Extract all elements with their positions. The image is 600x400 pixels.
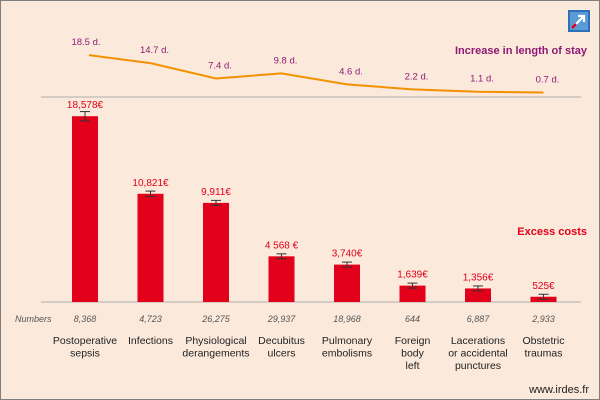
cost-bar[interactable] bbox=[203, 202, 229, 302]
category-label: Infections bbox=[128, 335, 173, 347]
cost-value-label: 4 568 € bbox=[265, 240, 299, 251]
numbers-value: 26,275 bbox=[201, 314, 231, 324]
category-label: derangements bbox=[182, 348, 249, 360]
numbers-value: 29,937 bbox=[267, 314, 297, 324]
cost-value-label: 3,740€ bbox=[332, 249, 363, 260]
category-label: body bbox=[401, 348, 425, 360]
cost-bar[interactable] bbox=[268, 256, 295, 302]
category-label: Foreign bbox=[395, 335, 431, 347]
numbers-value: 18,968 bbox=[333, 314, 361, 324]
cost-bar[interactable] bbox=[399, 285, 426, 302]
category-label: left bbox=[405, 360, 419, 372]
cost-bar[interactable] bbox=[334, 264, 360, 302]
length-of-stay-value-label: 7.4 d. bbox=[208, 60, 232, 71]
excess-costs-title: Excess costs bbox=[517, 226, 587, 238]
category-label: Postoperative bbox=[53, 335, 117, 347]
length-of-stay-value-label: 1.1 d. bbox=[470, 74, 494, 85]
length-of-stay-line bbox=[88, 54, 544, 94]
cost-value-label: 10,821€ bbox=[132, 178, 169, 189]
length-of-stay-value-label: 14.7 d. bbox=[140, 45, 169, 56]
category-label: Decubitus bbox=[258, 335, 305, 347]
category-label: embolisms bbox=[322, 348, 372, 360]
length-of-stay-value-label: 9.8 d. bbox=[274, 55, 298, 66]
cost-value-label: 1,639€ bbox=[397, 270, 428, 281]
numbers-value: 2,933 bbox=[531, 314, 555, 324]
category-label: traumas bbox=[525, 348, 563, 360]
cost-value-label: 1,356€ bbox=[463, 272, 494, 283]
category-label: sepsis bbox=[70, 348, 100, 360]
numbers-value: 6,887 bbox=[467, 314, 491, 324]
category-label: Pulmonary bbox=[322, 335, 373, 347]
numbers-value: 8,368 bbox=[74, 314, 97, 324]
category-label: Lacerations bbox=[451, 335, 505, 347]
cost-value-label: 18,578€ bbox=[67, 100, 104, 111]
source-link[interactable]: www.irdes.fr bbox=[528, 384, 589, 396]
category-label: ulcers bbox=[267, 348, 295, 360]
length-of-stay-value-label: 18.5 d. bbox=[71, 37, 100, 48]
length-of-stay-value-label: 0.7 d. bbox=[536, 75, 560, 86]
cost-bar[interactable] bbox=[72, 116, 98, 302]
length-of-stay-value-label: 2.2 d. bbox=[405, 71, 429, 82]
numbers-value: 4,723 bbox=[139, 314, 162, 324]
numbers-value: 644 bbox=[405, 314, 420, 324]
category-label: or accidental bbox=[448, 348, 508, 360]
cost-value-label: 9,911€ bbox=[201, 187, 231, 198]
cost-bar[interactable] bbox=[465, 288, 491, 302]
cost-bar[interactable] bbox=[137, 193, 164, 302]
expand-arrow-icon[interactable] bbox=[568, 10, 590, 32]
category-label: punctures bbox=[455, 360, 501, 372]
length-of-stay-value-label: 4.6 d. bbox=[339, 66, 363, 77]
category-label: Physiological bbox=[185, 335, 246, 347]
cost-value-label: 525€ bbox=[532, 281, 555, 292]
numbers-row-label: Numbers bbox=[15, 314, 52, 324]
category-label: Obstetric bbox=[522, 335, 564, 347]
length-of-stay-title: Increase in length of stay bbox=[455, 45, 588, 57]
